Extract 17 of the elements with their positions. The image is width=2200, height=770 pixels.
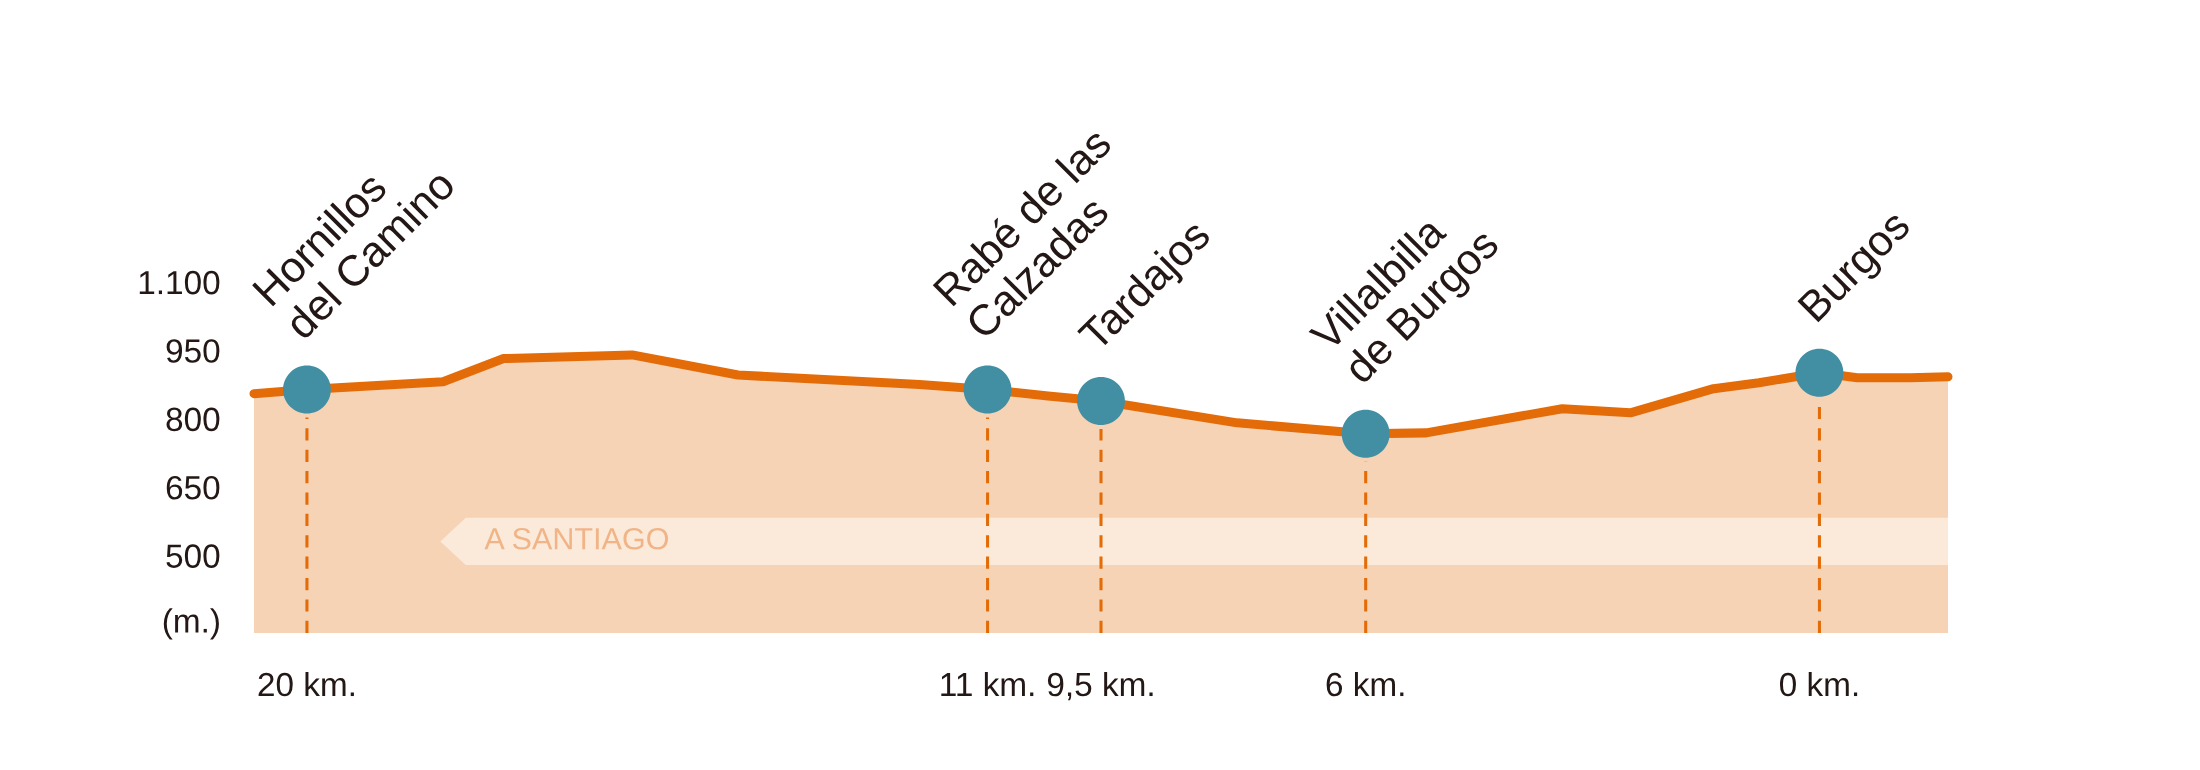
- x-tick-label: 6 km.: [1326, 671, 1404, 697]
- x-tick-label: 0 km.: [1779, 671, 1858, 697]
- annotation: A SANTIAGO: [484, 527, 669, 550]
- x-tick-label: 20 km.: [258, 671, 354, 697]
- point: [1795, 348, 1844, 397]
- point: [282, 365, 331, 414]
- point: [963, 365, 1012, 414]
- point: [1077, 377, 1125, 425]
- y-tick-label: 1.100: [139, 270, 220, 295]
- y-tick-label: 950: [166, 339, 220, 363]
- y-tick-label: 800: [166, 407, 220, 432]
- point: [1341, 409, 1390, 458]
- x-tick-label: 11 km.: [941, 671, 1034, 697]
- y-tick-label: 650: [166, 475, 220, 500]
- x-tick-label: 9,5 km.: [1047, 671, 1153, 701]
- y-axis-title: (m.): [163, 608, 219, 640]
- y-tick-label: 500: [166, 544, 220, 568]
